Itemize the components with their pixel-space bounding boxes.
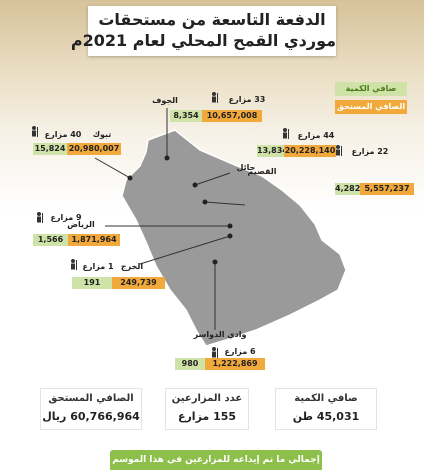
farmer-icon: [32, 126, 38, 137]
quantity-box: 1,566: [33, 234, 68, 246]
region-dots: [127, 155, 233, 265]
quantity-box: 13,834: [257, 145, 288, 157]
quantity-box: 8,354: [170, 110, 202, 122]
farmer-count: 22 مزارع: [351, 147, 389, 156]
region-name: الجوف: [152, 96, 178, 105]
farmer-count: 40 مزارع: [44, 130, 82, 139]
country-shape: [121, 129, 347, 347]
title-line: الدفعة التاسعة من مستحقات: [98, 10, 326, 29]
footer-banner: إجمالي ما تم إيداعه للمزارعين في هذا الم…: [110, 450, 322, 470]
region-dot: [227, 233, 233, 239]
total-label: صافي الكمية: [294, 393, 358, 404]
leader-line: [204, 201, 246, 206]
farmer-icon: [212, 92, 218, 103]
amount-box: 249,739: [112, 277, 165, 289]
quantity-box: 15,824: [33, 143, 67, 155]
region-dot: [192, 182, 198, 188]
title-panel: [88, 6, 336, 56]
farmer-icons: [32, 92, 342, 358]
region-name: حائل: [236, 163, 256, 172]
total-label: الصافي المستحق: [48, 393, 134, 404]
leader-lines: [94, 108, 246, 330]
amount-box: 20,980,007: [67, 143, 121, 155]
total-panel: الصافي المستحق 60,766,964 ريال: [40, 388, 142, 430]
farmer-icon: [283, 128, 289, 139]
region-name: القصيم: [247, 167, 277, 176]
amount-box: 1,871,964: [68, 234, 120, 246]
farmer-icon: [71, 259, 77, 270]
region-name: الخرج: [120, 262, 144, 271]
region-name: تبوك: [92, 130, 112, 139]
farmer-count: 44 مزارع: [297, 131, 335, 140]
region-name: وادي الدواسر: [193, 330, 247, 339]
total-panel: صافي الكمية 45,031 طن: [275, 388, 377, 430]
amount-box: 20,228,140: [284, 145, 336, 157]
total-panel: عدد المزارعين 155 مزارع: [165, 388, 249, 430]
farmer-count: 1 مزارع: [82, 262, 114, 271]
title-line: موردي القمح المحلي لعام 2021م: [70, 31, 336, 50]
quantity-box: 4,282: [335, 183, 361, 195]
leader-line: [94, 157, 131, 179]
farmer-count: 33 مزارع: [228, 95, 266, 104]
amount-box: 10,657,008: [202, 110, 262, 122]
region-dot: [227, 223, 233, 229]
farmer-count: 6 مزارع: [224, 347, 256, 356]
leader-line: [139, 235, 231, 265]
total-value: 45,031 طن: [292, 410, 360, 423]
farmer-icon: [212, 347, 218, 358]
leader-line: [194, 172, 231, 186]
region-dot: [202, 199, 208, 205]
total-value: 60,766,964 ريال: [42, 410, 140, 423]
region-dot: [212, 259, 218, 265]
legend-quantity: صافي الكمية: [335, 82, 407, 96]
amount-box: 5,557,237: [360, 183, 414, 195]
quantity-box: 980: [175, 358, 205, 370]
farmer-count: 9 مزارع: [50, 213, 82, 222]
quantity-box: 191: [72, 277, 112, 289]
amount-box: 1,222,869: [205, 358, 265, 370]
region-dot: [164, 155, 170, 161]
legend-amount: الصافي المستحق: [335, 100, 407, 114]
region-name: الرياض: [67, 220, 95, 229]
farmer-icon: [336, 145, 342, 156]
total-value: 155 مزارع: [177, 410, 237, 423]
total-label: عدد المزارعين: [171, 393, 243, 404]
farmer-icon: [37, 212, 43, 223]
region-dot: [127, 175, 133, 181]
